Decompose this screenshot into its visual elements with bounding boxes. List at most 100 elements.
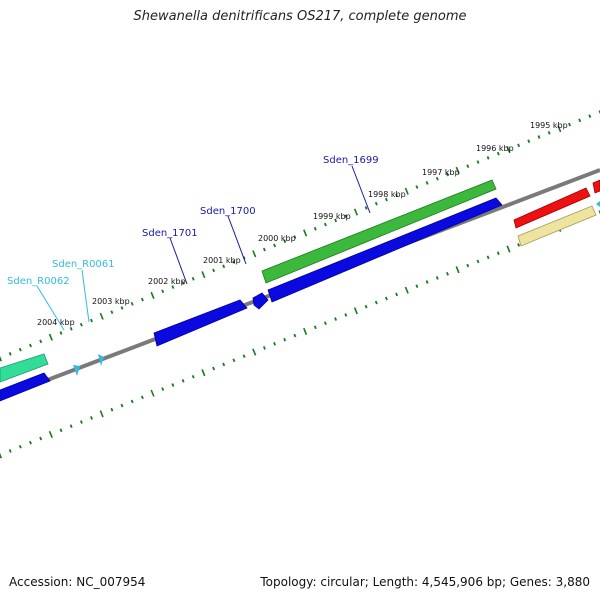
outer-minor-tick [79, 322, 83, 327]
inner-minor-tick [120, 403, 124, 408]
gene-sden-1701-small[interactable] [252, 292, 269, 310]
inner-minor-tick [283, 337, 287, 342]
outer-minor-tick [232, 260, 236, 264]
inner-major-tick [99, 410, 104, 418]
outer-major-tick [506, 145, 511, 154]
inner-minor-tick [242, 354, 246, 358]
leader-sden-1699 [351, 165, 371, 214]
inner-minor-tick [435, 276, 439, 280]
outer-minor-tick [415, 185, 419, 189]
label-sden-1700[interactable]: Sden_1700 [200, 206, 256, 217]
inner-major-tick [150, 389, 155, 397]
inner-minor-tick [323, 321, 327, 326]
scale-label-2002: 2002 kbp [148, 277, 186, 286]
inner-minor-tick [79, 420, 83, 424]
outer-minor-tick [8, 352, 12, 356]
inner-minor-tick [130, 399, 134, 404]
outer-major-tick [303, 229, 308, 237]
outer-minor-tick [476, 160, 480, 164]
gene-sden-1700[interactable] [267, 197, 503, 303]
label-sden-1699[interactable]: Sden_1699 [323, 155, 379, 166]
outer-major-tick [150, 291, 155, 300]
inner-minor-tick [110, 407, 114, 412]
outer-minor-tick [527, 139, 531, 144]
outer-minor-tick [191, 276, 195, 281]
inner-minor-tick [262, 346, 266, 350]
gene-teal-left[interactable] [0, 353, 49, 383]
leader-sden-r0061 [81, 269, 90, 323]
outer-minor-tick [110, 310, 114, 314]
outer-minor-tick [374, 201, 378, 206]
outer-minor-tick [466, 164, 470, 169]
outer-minor-tick [120, 306, 124, 310]
inner-minor-tick [161, 387, 165, 391]
inner-minor-tick [496, 251, 500, 256]
outer-minor-tick [446, 172, 449, 177]
outer-minor-tick [425, 181, 429, 185]
gene-sden-1699[interactable] [261, 179, 497, 284]
inner-minor-tick [191, 374, 195, 379]
inner-minor-tick [466, 263, 470, 268]
outer-minor-tick [578, 118, 582, 123]
outer-major-tick [201, 271, 206, 279]
inner-minor-tick [273, 341, 277, 346]
rna-sden-r0062[interactable] [73, 365, 80, 376]
outer-minor-tick [140, 297, 144, 302]
outer-minor-tick [537, 135, 541, 139]
inner-minor-tick [486, 255, 490, 260]
inner-major-tick [404, 286, 409, 294]
outer-minor-tick [222, 264, 226, 269]
rna-right-edge[interactable] [596, 201, 600, 207]
outer-minor-tick [334, 218, 338, 223]
scale-label-2001: 2001 kbp [203, 256, 241, 265]
outer-minor-tick [161, 289, 165, 294]
outer-minor-tick [435, 176, 439, 181]
inner-major-tick [303, 327, 308, 335]
inner-minor-tick [232, 358, 236, 363]
gene-pale-right[interactable] [517, 205, 597, 247]
inner-minor-tick [29, 440, 32, 445]
outer-major-tick [557, 125, 562, 133]
rna-sden-r0061[interactable] [98, 354, 104, 366]
outer-major-tick [404, 187, 409, 195]
inner-minor-tick [222, 362, 226, 367]
outer-minor-tick [212, 268, 216, 273]
gene-sden-1701[interactable] [153, 299, 248, 347]
scale-label-1996: 1996 kbp [476, 144, 514, 153]
scale-label-1998: 1998 kbp [368, 190, 406, 199]
genome-summary: Topology: circular; Length: 4,545,906 bp… [260, 575, 590, 589]
gene-red-right[interactable] [513, 187, 591, 229]
outer-minor-tick [344, 214, 348, 219]
inner-minor-tick [476, 259, 480, 264]
map-title: Shewanella denitrificans OS217, complete… [133, 9, 467, 24]
scale-label-1999: 1999 kbp [313, 212, 351, 221]
label-sden-r0061[interactable]: Sden_R0061 [52, 259, 115, 270]
outer-minor-tick [588, 114, 592, 118]
label-sden-1701[interactable]: Sden_1701 [142, 228, 198, 239]
gene-blue-left[interactable] [0, 372, 51, 402]
outer-minor-tick [29, 343, 32, 348]
outer-minor-tick [18, 347, 22, 352]
scale-label-1995: 1995 kbp [530, 121, 568, 130]
inner-minor-tick [425, 280, 429, 284]
outer-minor-tick [395, 193, 399, 198]
gene-red-edge[interactable] [592, 179, 600, 194]
outer-minor-tick [69, 326, 73, 331]
inner-major-tick [506, 245, 511, 253]
inner-major-tick [252, 348, 257, 356]
inner-minor-tick [69, 424, 73, 429]
outer-major-tick [48, 333, 53, 341]
inner-minor-tick [8, 449, 12, 453]
outer-minor-tick [59, 331, 63, 335]
outer-major-tick [455, 166, 460, 174]
outer-major-tick [99, 312, 104, 320]
inner-minor-tick [364, 304, 368, 309]
inner-major-tick [353, 307, 358, 315]
outer-major-tick [0, 355, 3, 362]
outer-minor-tick [384, 197, 388, 202]
inner-scale-ticks [0, 210, 600, 459]
label-sden-r0062[interactable]: Sden_R0062 [7, 276, 70, 287]
outer-minor-tick [496, 151, 500, 156]
inner-major-tick [455, 266, 460, 274]
